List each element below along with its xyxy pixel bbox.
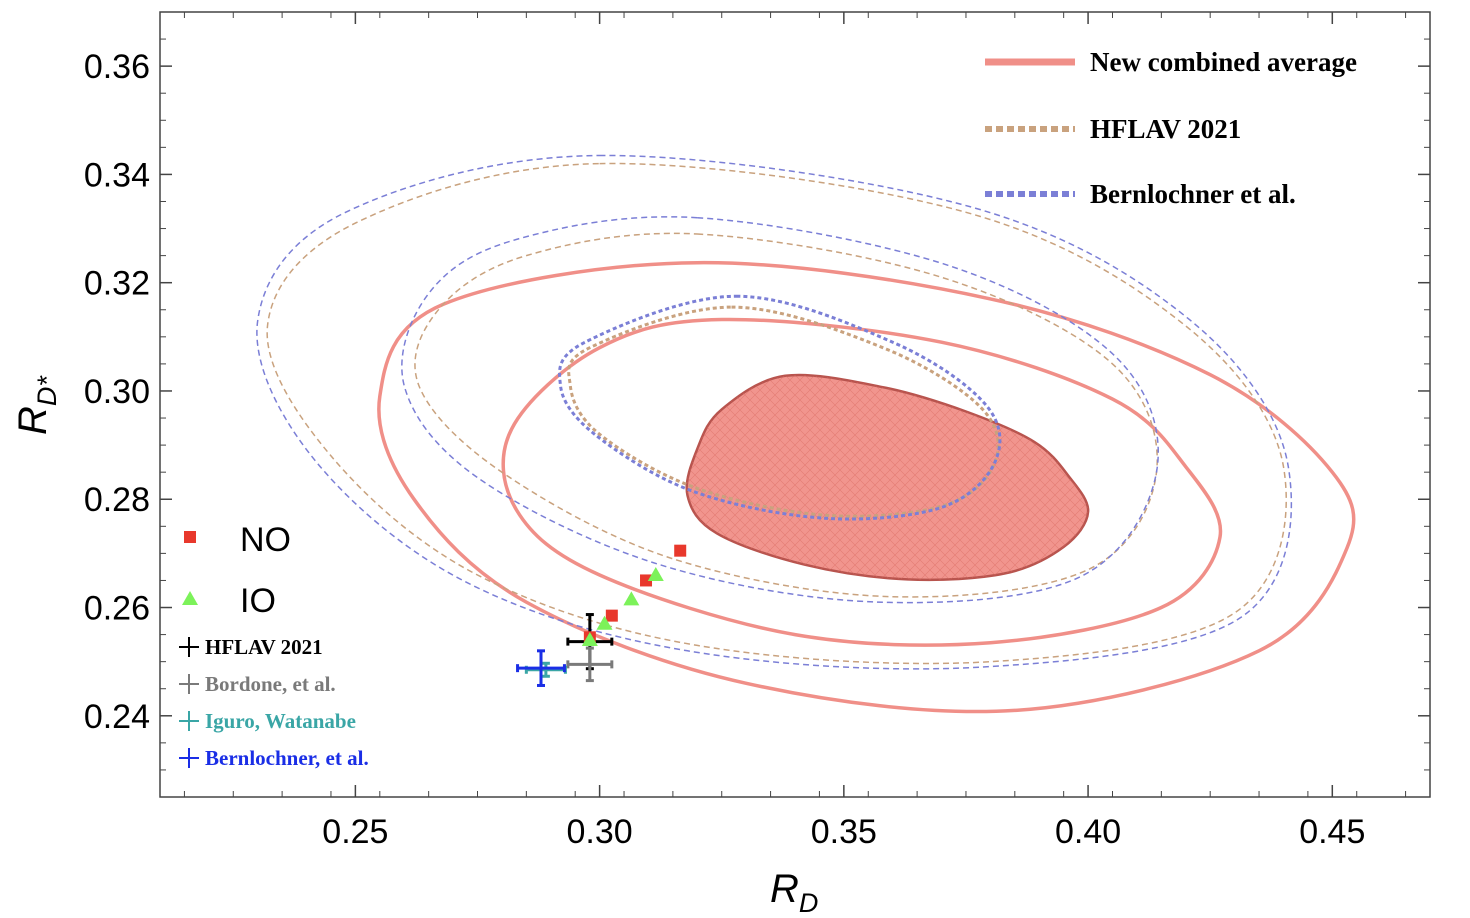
legend-marker-io — [182, 591, 198, 605]
legend-label-hflav2021: HFLAV 2021 — [205, 635, 323, 659]
point-io-4 — [647, 567, 664, 582]
x-tick-label: 0.25 — [322, 813, 388, 851]
error-point-bernlochner-et-al — [516, 649, 566, 687]
plot-frame — [159, 11, 1431, 798]
error-point-bordone-et-al — [566, 646, 614, 683]
contours-layer — [256, 154, 1356, 714]
legend-top-right: New combined average HFLAV 2021 Bernloch… — [985, 47, 1357, 209]
x-tick-label: 0.30 — [567, 813, 633, 851]
legend-label-bernlochner-point: Bernlochner, et al. — [205, 746, 369, 770]
y-tick-label: 0.28 — [84, 481, 150, 519]
legend-marker-no — [184, 531, 196, 543]
legend-label-bordone: Bordone, et al. — [205, 672, 336, 696]
legend-label-io: IO — [240, 582, 276, 620]
x-axis-title: RD — [770, 867, 818, 918]
svg-text:RD: RD — [770, 867, 818, 918]
legend-marker-iguro — [179, 711, 199, 731]
error-point-iguro-watanabe — [524, 661, 567, 678]
legend-label-bernlochner: Bernlochner et al. — [1090, 179, 1296, 209]
point-no-2 — [605, 609, 618, 622]
legend-label-no: NO — [240, 521, 291, 559]
contour-bernlochner-et-al-2sigma — [401, 216, 1159, 604]
x-axis-title-main: R — [770, 867, 799, 911]
contour-bernlochner-et-al-3sigma — [256, 154, 1293, 670]
legend-label-hflav: HFLAV 2021 — [1090, 114, 1241, 144]
y-tick-label: 0.36 — [84, 48, 150, 86]
x-axis-title-sub: D — [799, 888, 819, 918]
x-tick-label: 0.40 — [1055, 813, 1121, 851]
y-tick-label: 0.24 — [84, 698, 150, 736]
y-axis-title-main: R — [11, 406, 55, 435]
points-layer — [516, 544, 687, 687]
legend-marker-bernlochner-point — [179, 748, 199, 768]
point-no-0 — [674, 544, 687, 557]
contour-new-combined-average-2sigma — [501, 317, 1223, 647]
y-tick-label: 0.26 — [84, 590, 150, 628]
contour-new-combined-average-3sigma — [377, 260, 1356, 714]
legend-bottom-left: NO IO HFLAV 2021 Bordone, et al. Iguro, … — [179, 521, 369, 770]
point-io-6 — [596, 615, 613, 630]
point-io-5 — [623, 591, 640, 606]
contour-bernlochner-et-al-1sigma — [558, 294, 1002, 521]
legend-label-combined: New combined average — [1090, 47, 1357, 77]
axes-layer: 0.25 0.30 0.35 0.40 0.45 0.24 0.26 0.28 0.30 0.32… — [84, 11, 1430, 851]
y-axis-title: RD* — [11, 375, 62, 435]
contour-new-combined-average-1sigma-hatch — [686, 374, 1089, 580]
x-tick-label: 0.45 — [1299, 813, 1365, 851]
point-no-1 — [640, 574, 653, 587]
y-tick-label: 0.30 — [84, 373, 150, 411]
legend-marker-bordone — [179, 674, 199, 694]
y-tick-label: 0.32 — [84, 265, 150, 303]
y-tick-label: 0.34 — [84, 156, 150, 194]
contour-hflav-2021-3sigma — [266, 162, 1287, 665]
point-io-7 — [581, 632, 598, 646]
contour-hflav-2021-1sigma — [567, 305, 1000, 518]
svg-text:RD*: RD* — [11, 375, 62, 435]
legend-marker-hflav2021 — [179, 637, 199, 657]
legend-label-iguro: Iguro, Watanabe — [205, 709, 356, 733]
y-axis-title-sub: D* — [32, 375, 62, 406]
x-tick-label: 0.35 — [811, 813, 877, 851]
